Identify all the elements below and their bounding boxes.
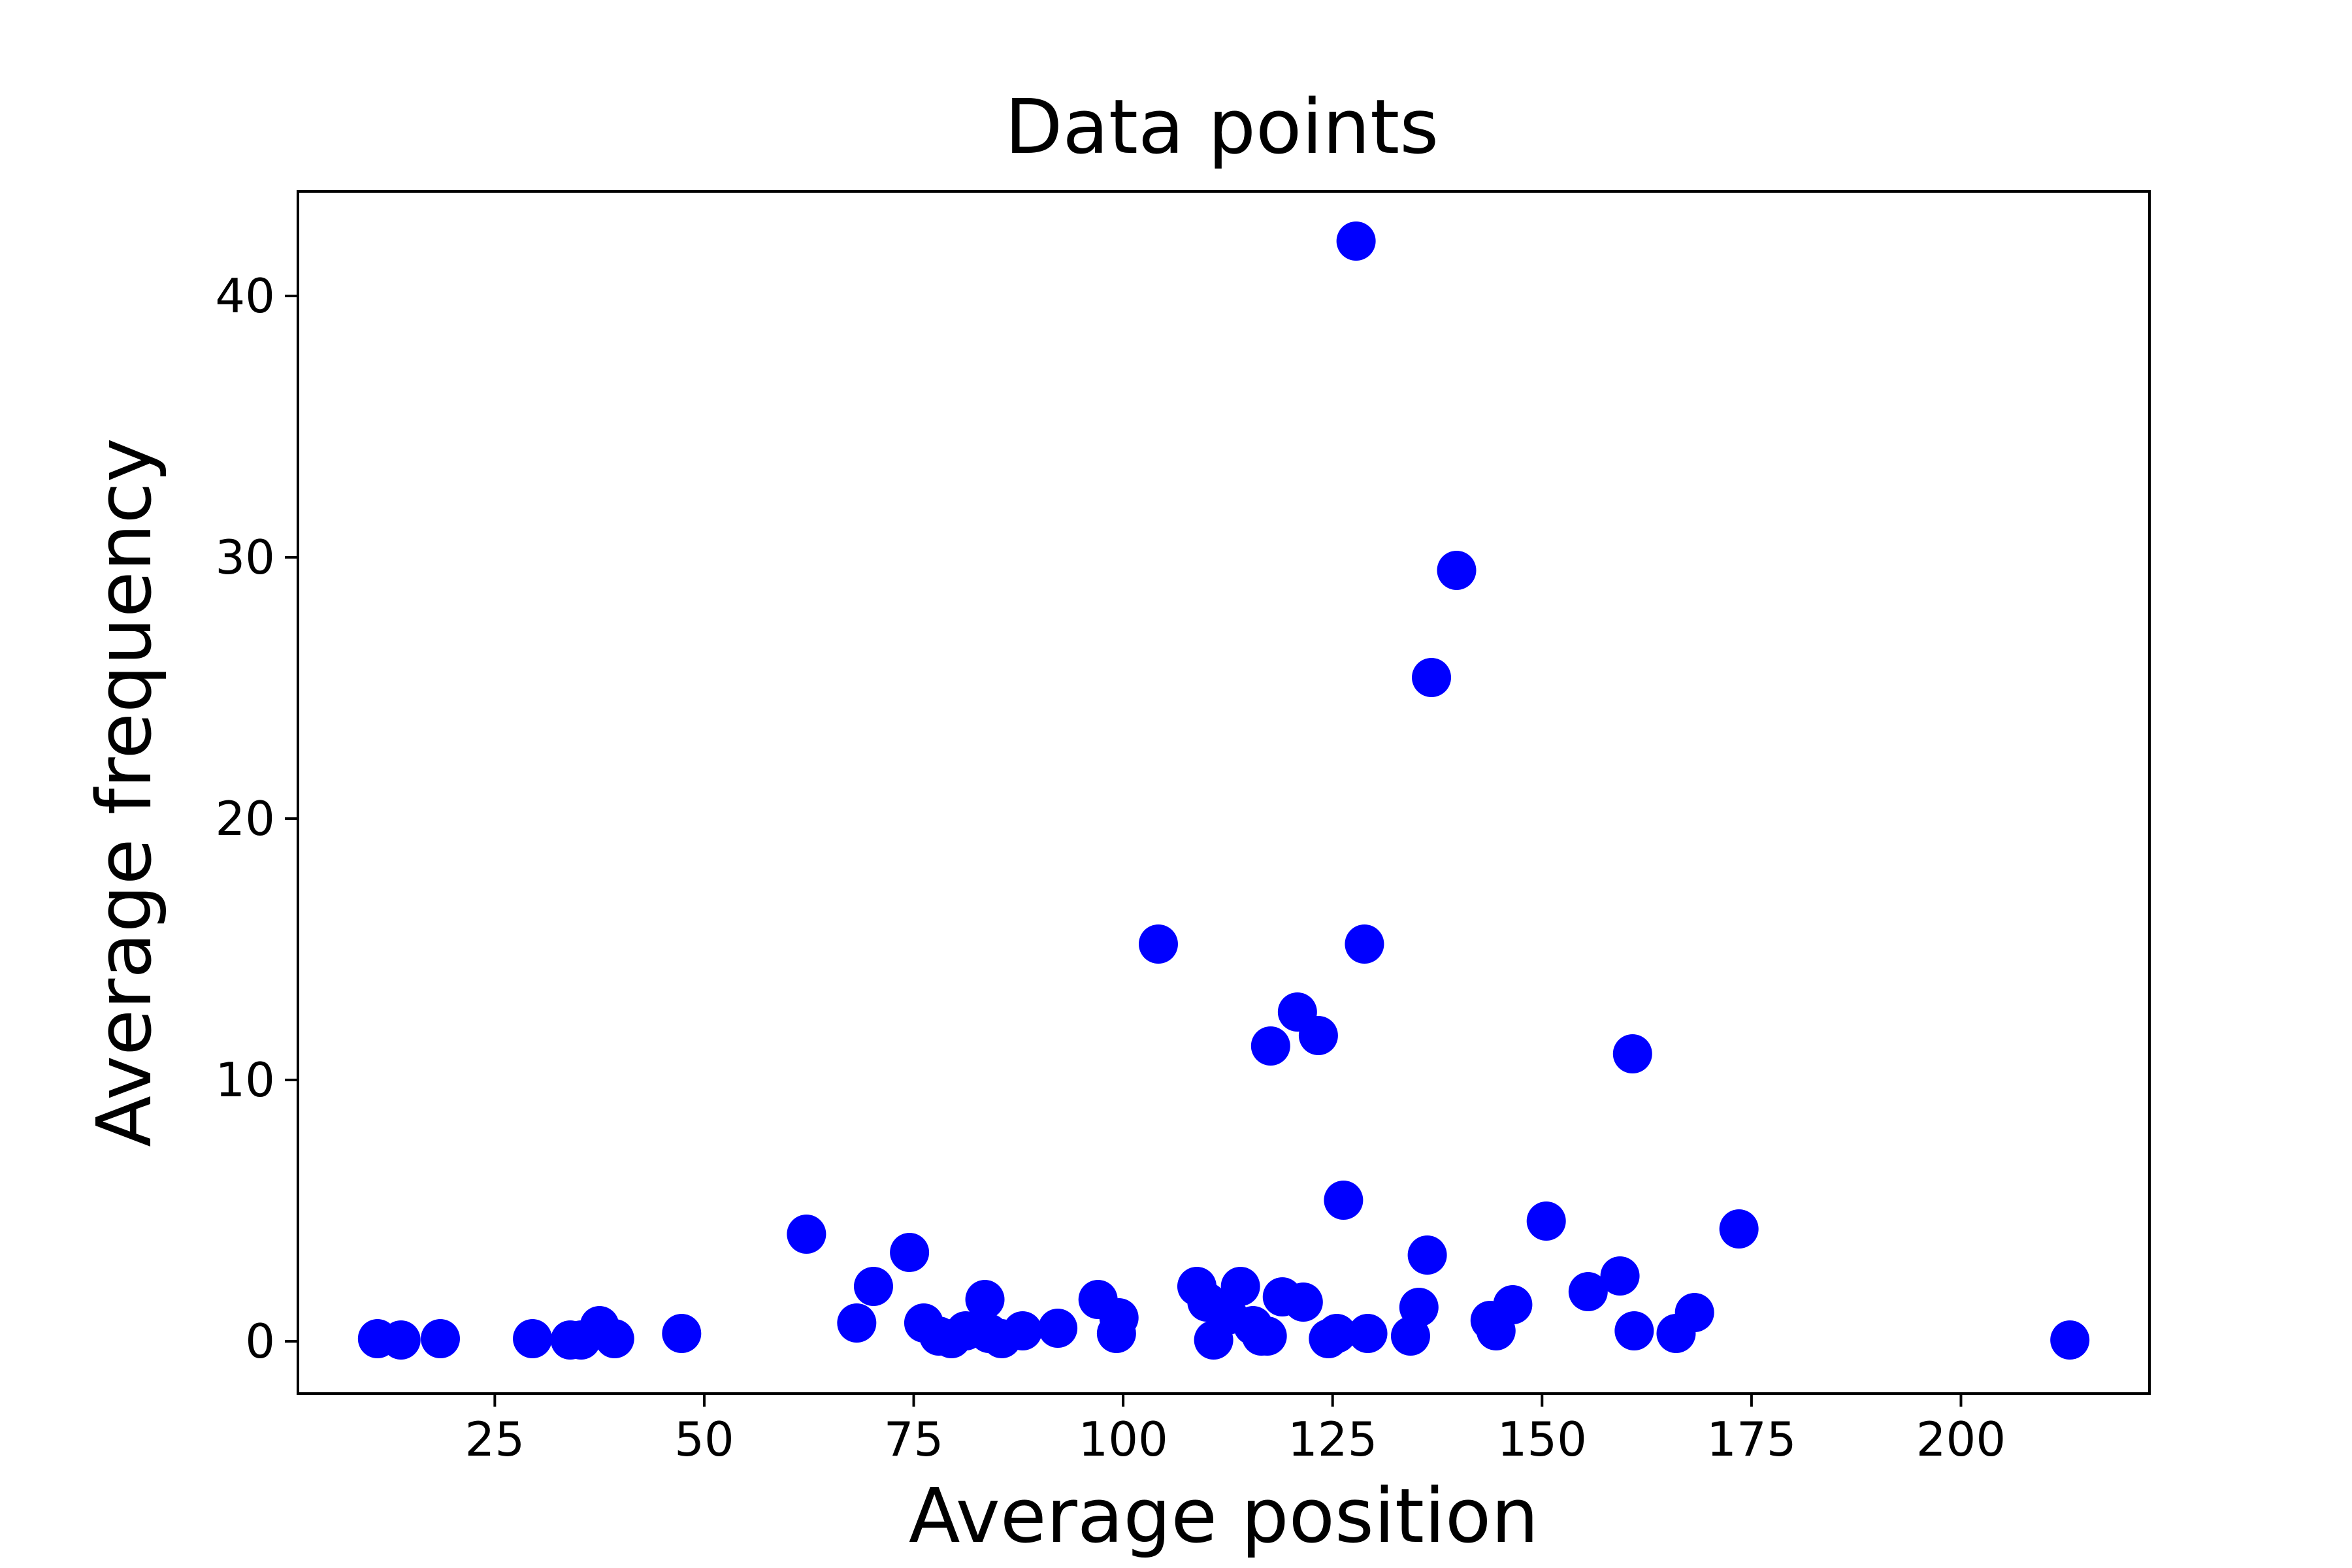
data-point — [1719, 1209, 1759, 1249]
x-tick-label: 200 — [1916, 1412, 2006, 1467]
data-point — [853, 1267, 893, 1306]
x-tick-label: 175 — [1707, 1412, 1796, 1467]
x-tick-label: 100 — [1078, 1412, 1168, 1467]
data-point — [1324, 1181, 1364, 1220]
data-point — [595, 1319, 634, 1358]
data-point — [1003, 1311, 1043, 1350]
y-tick-label: 30 — [215, 530, 275, 585]
data-point — [1600, 1256, 1640, 1296]
chart-title: Data points — [1005, 84, 1439, 171]
data-point — [1674, 1293, 1714, 1332]
data-point — [1283, 1282, 1323, 1322]
data-point — [1526, 1201, 1566, 1241]
x-tick-label: 150 — [1497, 1412, 1587, 1467]
y-tick-label: 0 — [245, 1314, 275, 1369]
data-point — [1399, 1288, 1439, 1327]
data-point — [1247, 1316, 1287, 1356]
data-point — [1099, 1298, 1139, 1337]
data-point — [1612, 1034, 1652, 1073]
data-point — [381, 1320, 421, 1360]
x-tick-label: 25 — [465, 1412, 525, 1467]
data-point — [1250, 1026, 1290, 1066]
y-tick-label: 10 — [215, 1053, 275, 1107]
data-point — [2050, 1320, 2090, 1360]
data-point — [890, 1233, 930, 1272]
data-point — [1138, 924, 1178, 964]
data-point — [837, 1303, 877, 1343]
x-tick-label: 50 — [674, 1412, 734, 1467]
data-point — [662, 1314, 702, 1353]
plot-frame — [297, 190, 2151, 1395]
x-tick-label: 125 — [1288, 1412, 1377, 1467]
data-point — [1298, 1016, 1338, 1055]
data-point — [1568, 1272, 1608, 1311]
x-axis-ticks: 25 50 75 100 125 150 175 200 — [465, 1394, 2006, 1467]
data-point — [1336, 221, 1376, 261]
scatter-points — [357, 221, 2090, 1360]
y-axis-label: Average frequency — [81, 438, 169, 1147]
data-point — [1412, 658, 1452, 697]
x-axis-label: Average position — [909, 1473, 1539, 1560]
x-tick-label: 75 — [884, 1412, 944, 1467]
data-point — [1493, 1285, 1533, 1324]
data-point — [1220, 1267, 1260, 1306]
y-axis-ticks: 0 10 20 30 40 — [215, 269, 298, 1369]
data-point — [1348, 1314, 1388, 1353]
data-point — [1317, 1314, 1357, 1353]
data-point — [421, 1319, 460, 1358]
y-tick-label: 20 — [215, 791, 275, 846]
data-point — [1345, 924, 1384, 964]
data-point — [513, 1319, 553, 1358]
data-point — [1407, 1235, 1447, 1275]
y-tick-label: 40 — [215, 269, 275, 323]
data-point — [1437, 551, 1477, 590]
data-point — [1614, 1311, 1654, 1350]
data-point — [965, 1280, 1005, 1319]
data-point — [1038, 1309, 1078, 1348]
data-point — [787, 1215, 826, 1254]
